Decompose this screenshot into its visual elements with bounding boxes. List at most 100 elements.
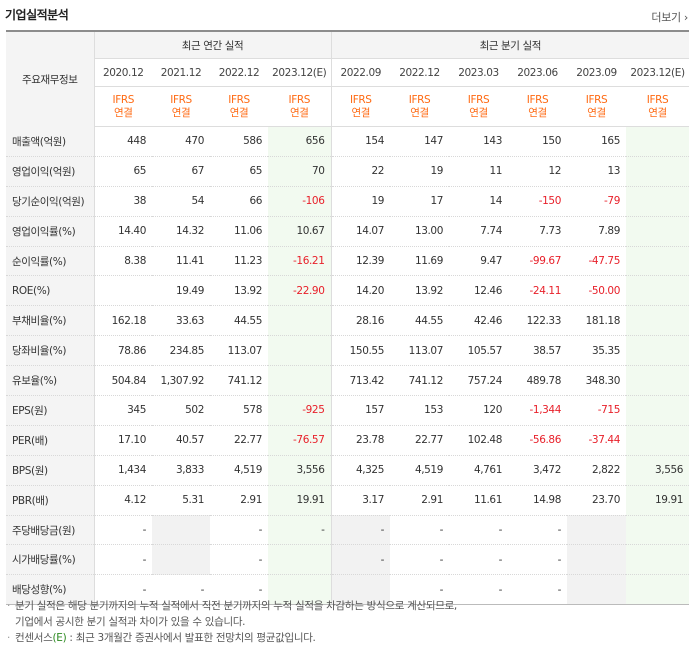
table-row: ROE(%) 19.49 13.92 -22.90 14.20 13.92 12.46 -24… (6, 275, 690, 307)
period-header: 2023.12(E) (626, 58, 690, 87)
table-cell (626, 574, 690, 606)
table-cell: 11.61 (449, 485, 508, 516)
table-cell: 17.10 (94, 425, 152, 456)
period-header: 2022.09 (331, 58, 390, 87)
table-cell (626, 186, 690, 217)
table-cell: 113.07 (390, 335, 449, 367)
table-cell: 504.84 (94, 365, 152, 397)
row-label: 당기순이익(억원) (6, 186, 95, 217)
basis-ifrs: IFRS (526, 93, 549, 106)
table-cell: 5.31 (152, 485, 210, 516)
basis-consolidated: 연결 (587, 106, 606, 119)
row-label: 순이익률(%) (6, 246, 95, 277)
table-cell: 17 (390, 186, 449, 217)
table-cell: - (508, 515, 567, 546)
table-cell: 7.73 (508, 216, 567, 247)
table-cell: - (152, 574, 210, 606)
basis-header: IFRS 연결 (210, 86, 268, 127)
table-cell: - (390, 515, 449, 546)
table-cell: 13.92 (210, 275, 268, 307)
row-label: 시가배당률(%) (6, 544, 95, 576)
table-cell: 150.55 (331, 335, 390, 367)
quarter-header: 최근 분기 실적 (331, 30, 690, 59)
table-row: 순이익률(%) 8.38 11.41 11.23 -16.21 12.39 11.69 9.4… (6, 246, 690, 277)
table-cell: 489.78 (508, 365, 567, 397)
table-cell (626, 216, 690, 247)
table-cell: 14.98 (508, 485, 567, 516)
table-row: 주당배당금(원) - - - - - - - (6, 515, 690, 546)
table-row: PER(배) 17.10 40.57 22.77 -76.57 23.78 22.77 102… (6, 425, 690, 456)
period-header: 2023.03 (449, 58, 508, 87)
table-cell: 11.41 (152, 246, 210, 277)
table-cell: 66 (210, 186, 268, 217)
basis-header: IFRS 연결 (94, 86, 152, 127)
basis-consolidated: 연결 (113, 106, 133, 119)
table-cell: 3,833 (152, 455, 210, 486)
table-cell: 757.24 (449, 365, 508, 397)
table-cell: - (508, 574, 567, 606)
more-link[interactable]: 더보기 › (651, 9, 688, 25)
basis-ifrs: IFRS (467, 93, 490, 106)
table-cell: - (331, 515, 390, 546)
table-cell: 7.74 (449, 216, 508, 247)
table-cell: 2,822 (567, 455, 626, 486)
table-cell: 4,519 (390, 455, 449, 486)
row-label: 주당배당금(원) (6, 515, 95, 546)
table-cell: -106 (268, 186, 332, 217)
table-cell: - (449, 515, 508, 546)
table-cell: 19.91 (626, 485, 690, 516)
table-cell: 70 (268, 156, 332, 187)
table-row: EPS(원) 345 502 578 -925 157 153 120 -1,344 -715 (6, 395, 690, 426)
table-row: 당좌비율(%) 78.86 234.85 113.07 150.55 113.07 105.… (6, 335, 690, 367)
table-row: BPS(원) 1,434 3,833 4,519 3,556 4,325 4,519 4,76… (6, 455, 690, 486)
basis-ifrs: IFRS (408, 93, 431, 106)
period-header: 2022.12 (390, 58, 449, 87)
table-cell: - (390, 544, 449, 576)
table-cell: 28.16 (331, 305, 390, 337)
table-cell: 14.32 (152, 216, 210, 247)
row-label: ROE(%) (6, 275, 95, 307)
table-cell: 10.67 (268, 216, 332, 247)
table-cell: 14.40 (94, 216, 152, 247)
basis-header: IFRS 연결 (268, 86, 332, 127)
period-header: 2020.12 (94, 58, 152, 87)
table-cell: 22.77 (390, 425, 449, 456)
table-cell: 105.57 (449, 335, 508, 367)
table-row: 유보율(%) 504.84 1,307.92 741.12 713.42 741.12 75… (6, 365, 690, 397)
table-cell: -56.86 (508, 425, 567, 456)
table-cell: - (449, 574, 508, 606)
table-cell: 1,307.92 (152, 365, 210, 397)
table-cell (626, 156, 690, 187)
row-label: 영업이익률(%) (6, 216, 95, 247)
basis-ifrs: IFRS (112, 93, 135, 106)
table-cell: 11.06 (210, 216, 268, 247)
table-cell: 502 (152, 395, 210, 426)
table-cell (626, 395, 690, 426)
table-cell (567, 515, 626, 546)
table-cell (268, 544, 332, 576)
table-cell (268, 335, 332, 367)
table-cell (331, 574, 390, 606)
table-cell (626, 246, 690, 277)
table-cell: 23.78 (331, 425, 390, 456)
table-cell: 1,434 (94, 455, 152, 486)
table-cell: 181.18 (567, 305, 626, 337)
table-cell (626, 305, 690, 337)
table-cell: 35.35 (567, 335, 626, 367)
basis-consolidated: 연결 (171, 106, 191, 119)
row-label: PBR(배) (6, 485, 95, 516)
table-cell: -79 (567, 186, 626, 217)
basis-consolidated: 연결 (351, 106, 371, 119)
table-cell: 741.12 (210, 365, 268, 397)
table-cell: 102.48 (449, 425, 508, 456)
chevron-right-icon: › (683, 11, 688, 24)
table-cell: 147 (390, 126, 449, 157)
table-cell: - (331, 544, 390, 576)
table-cell: 8.38 (94, 246, 152, 277)
table-cell (626, 544, 690, 576)
footnotes: · 분기 실적은 해당 분기까지의 누적 실적에서 직전 분기까지의 누적 실적을… (7, 598, 457, 646)
table-cell: 713.42 (331, 365, 390, 397)
table-cell: 14.20 (331, 275, 390, 307)
row-label: 영업이익(억원) (6, 156, 95, 187)
table-cell: -925 (268, 395, 332, 426)
